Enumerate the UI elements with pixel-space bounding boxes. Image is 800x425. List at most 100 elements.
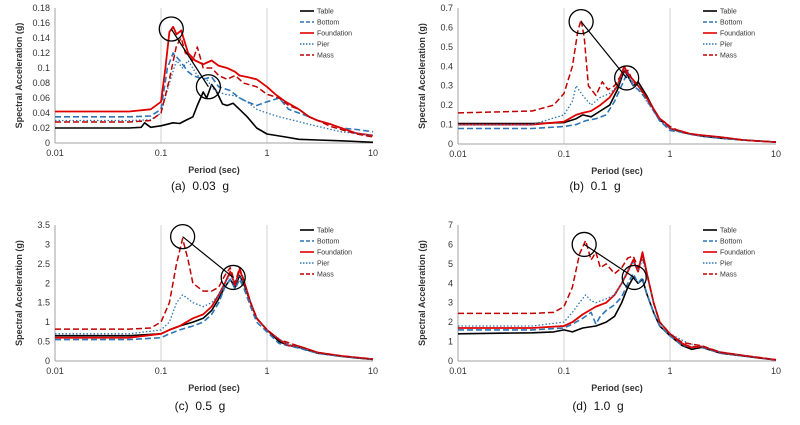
- legend: Table Bottom Foundation Pier Mass: [300, 228, 352, 279]
- y-tick-label: 0.18: [32, 3, 50, 13]
- panel-caption: (b) 0.1 g: [569, 179, 620, 193]
- annotation-circle: [571, 231, 597, 258]
- chart-panel-1: 0 0.02 0.04 0.06 0.08 0.1 0.12 0.14 0.16 0.18 0.01…: [14, 3, 378, 193]
- annotation-connector: [182, 236, 234, 278]
- legend-label-foundation: Foundation: [317, 31, 352, 38]
- legend-label-pier: Pier: [317, 261, 330, 268]
- panel-caption: (a) 0.03 g: [171, 179, 229, 193]
- y-axis-label: Spectral Acceleration (g): [417, 23, 427, 129]
- y-tick-label: 0.06: [32, 93, 50, 103]
- legend-label-pier: Pier: [720, 261, 733, 268]
- legend-label-table: Table: [720, 228, 737, 235]
- legend-label-foundation: Foundation: [720, 31, 755, 38]
- series-line-bottom: [55, 278, 374, 361]
- y-axis-label: Spectral Acceleration (g): [14, 23, 24, 129]
- y-tick-label: 0.14: [32, 33, 50, 43]
- y-tick-label: 0: [448, 356, 453, 366]
- y-tick-label: 0.7: [440, 3, 453, 13]
- annotation-circle: [169, 224, 196, 250]
- y-tick-label: 2: [448, 317, 453, 327]
- series-line-pier: [55, 59, 374, 137]
- y-tick-label: 0.2: [440, 100, 453, 110]
- x-tick-label: 0.1: [155, 366, 168, 376]
- legend-label-foundation: Foundation: [317, 250, 352, 257]
- y-tick-label: 0.6: [440, 22, 453, 32]
- legend: Table Bottom Foundation Pier Mass: [703, 228, 755, 279]
- series-line-table: [458, 69, 777, 143]
- y-tick-label: 0: [45, 356, 50, 366]
- y-tick-label: 0.1: [37, 63, 50, 73]
- plot-area: [458, 239, 777, 361]
- y-tick-label: 0.08: [32, 78, 50, 88]
- legend-label-foundation: Foundation: [720, 250, 755, 257]
- x-tick-label: 0.1: [558, 149, 571, 159]
- x-tick-label: 0.01: [46, 148, 64, 158]
- legend: Table Bottom Foundation Pier Mass: [300, 9, 352, 60]
- plot-area: [55, 237, 374, 361]
- legend-label-table: Table: [317, 228, 334, 235]
- y-axis-label: Spectral Acceleration (g): [417, 240, 427, 346]
- legend-label-mass: Mass: [317, 53, 334, 60]
- series-line-mass: [55, 237, 374, 360]
- x-tick-label: 0.01: [46, 366, 64, 376]
- series-line-mass: [458, 239, 777, 361]
- x-tick-label: 1: [667, 149, 672, 159]
- y-tick-label: 0.04: [32, 108, 50, 118]
- x-tick-label: 10: [368, 366, 378, 376]
- x-tick-label: 1: [264, 366, 269, 376]
- series-line-bottom: [458, 71, 777, 143]
- x-tick-label: 1: [667, 366, 672, 376]
- series-line-bottom: [458, 272, 777, 361]
- annotation-circle: [568, 8, 594, 35]
- annotation-circle: [195, 74, 222, 100]
- legend: Table Bottom Foundation Pier Mass: [703, 9, 755, 60]
- panel-caption: (d) 1.0 g: [572, 399, 623, 413]
- y-tick-label: 0.02: [32, 123, 50, 133]
- y-tick-label: 3: [45, 239, 50, 249]
- legend-label-mass: Mass: [317, 272, 334, 279]
- y-tick-label: 0.5: [37, 337, 50, 347]
- series-line-foundation: [55, 268, 374, 360]
- series-line-mass: [55, 37, 374, 138]
- y-tick-label: 2.5: [37, 259, 50, 269]
- y-tick-label: 7: [448, 220, 453, 230]
- chart-panel-2: 0 0.1 0.2 0.3 0.4 0.5 0.6 0.7 0.01 0.1 1 10 Period (…: [417, 3, 781, 193]
- legend-label-bottom: Bottom: [720, 20, 742, 27]
- y-tick-label: 6: [448, 239, 453, 249]
- x-tick-label: 0.1: [558, 366, 571, 376]
- y-tick-label: 1: [45, 317, 50, 327]
- panel-caption: (c) 0.5 g: [175, 399, 226, 413]
- legend-label-pier: Pier: [317, 42, 330, 49]
- series-line-table: [55, 83, 374, 143]
- x-tick-label: 10: [771, 149, 781, 159]
- legend-label-table: Table: [317, 9, 334, 16]
- y-tick-label: 4: [448, 278, 453, 288]
- x-axis-label: Period (sec): [591, 383, 643, 393]
- series-line-foundation: [458, 251, 777, 361]
- plot-area: [458, 18, 777, 143]
- series-line-foundation: [458, 65, 777, 143]
- y-tick-label: 1.5: [37, 298, 50, 308]
- y-tick-label: 1: [448, 337, 453, 347]
- chart-panel-3: 0 0.5 1 1.5 2 2.5 3 3.5 0.01 0.1 1 10 Period (sec) Sp…: [14, 220, 378, 413]
- y-tick-label: 0: [448, 139, 453, 149]
- legend-label-bottom: Bottom: [720, 239, 742, 246]
- x-tick-label: 0.01: [449, 149, 467, 159]
- y-tick-label: 0.4: [440, 61, 453, 71]
- y-tick-label: 5: [448, 259, 453, 269]
- x-tick-label: 1: [264, 148, 269, 158]
- series-line-pier: [55, 274, 374, 361]
- y-tick-label: 0: [45, 138, 50, 148]
- y-tick-label: 3: [448, 298, 453, 308]
- legend-label-bottom: Bottom: [317, 239, 339, 246]
- x-tick-label: 0.1: [155, 148, 168, 158]
- x-axis-label: Period (sec): [591, 166, 643, 176]
- series-line-bottom: [55, 52, 374, 133]
- y-tick-label: 3.5: [37, 220, 50, 230]
- y-tick-label: 0.12: [32, 48, 50, 58]
- annotation-circle: [614, 65, 640, 91]
- series-line-mass: [458, 18, 777, 143]
- x-tick-label: 10: [771, 366, 781, 376]
- chart-panel-4: 0 1 2 3 4 5 6 7 0.01 0.1 1 10 Period (sec) Spectral A…: [417, 220, 781, 413]
